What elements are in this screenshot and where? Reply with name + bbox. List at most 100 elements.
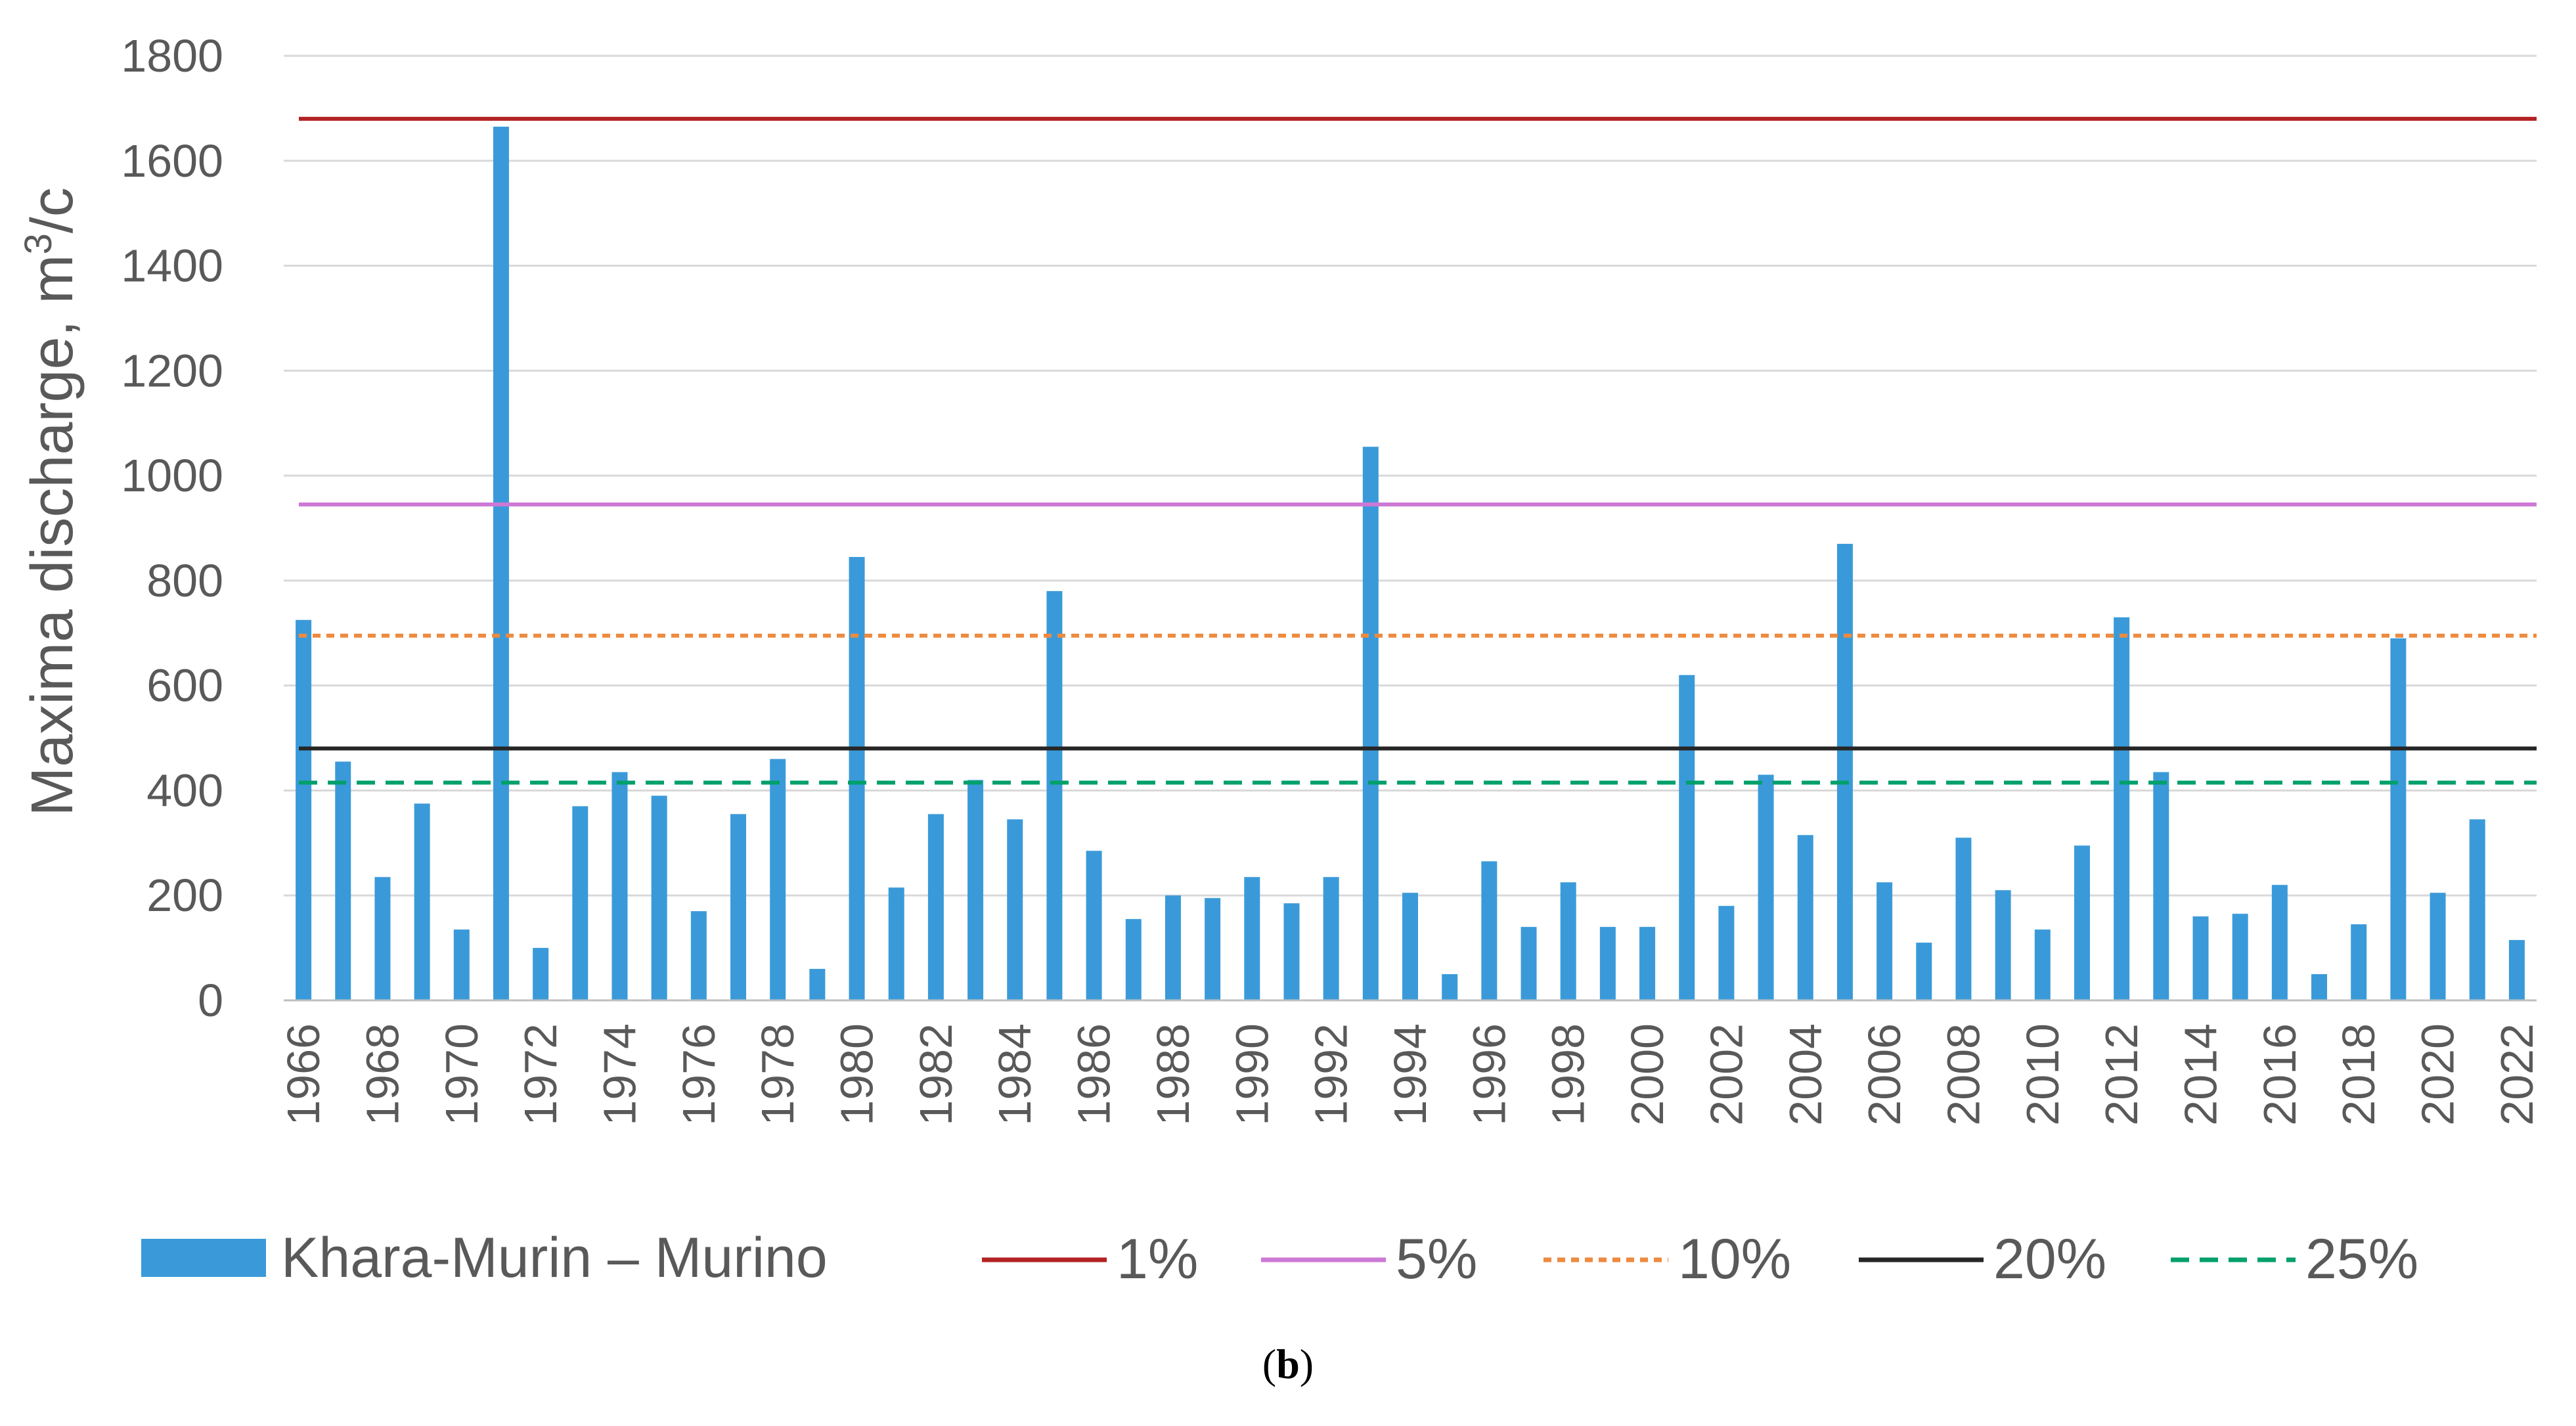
- x-tick-label: 2014: [2175, 1023, 2227, 1126]
- x-tick-label: 1966: [278, 1023, 329, 1126]
- x-tick-label: 2016: [2254, 1023, 2305, 1126]
- bar-2003: [1758, 774, 1774, 1000]
- bar-1989: [1205, 898, 1221, 1000]
- bar-1980: [849, 556, 865, 1000]
- bar-1968: [374, 877, 391, 1000]
- reference-lines-layer: [299, 116, 2537, 785]
- x-tick-label: 2012: [2096, 1023, 2147, 1126]
- x-tick-label: 1984: [989, 1023, 1040, 1126]
- bar-2010: [2034, 929, 2051, 1000]
- x-tick-label: 2008: [1938, 1023, 1989, 1126]
- x-tick-label: 2022: [2491, 1023, 2543, 1126]
- x-tick-label: 1980: [832, 1023, 883, 1126]
- x-tick-label: 2002: [1700, 1023, 1752, 1126]
- y-tick-label: 200: [146, 870, 223, 921]
- bar-1969: [414, 803, 430, 1000]
- bar-1999: [1599, 927, 1616, 1000]
- legend-label-1pct: 1%: [1117, 1228, 1198, 1291]
- bar-1996: [1481, 861, 1498, 1000]
- y-tick-label: 600: [146, 660, 223, 711]
- bar-1994: [1402, 893, 1418, 1000]
- bar-1985: [1046, 590, 1063, 1000]
- x-tick-label: 1976: [673, 1023, 724, 1126]
- x-tick-label: 1986: [1069, 1023, 1120, 1126]
- caption-open: (: [1262, 1341, 1277, 1387]
- x-tick-label: 2020: [2412, 1023, 2464, 1126]
- y-tick-label: 800: [146, 555, 223, 606]
- bar-2007: [1916, 943, 1932, 1000]
- y-axis-label-layer: Maxima discharge, m3/c: [17, 187, 85, 816]
- y-tick-label: 400: [146, 765, 223, 816]
- x-tick-label: 1996: [1463, 1023, 1515, 1126]
- bar-2022: [2508, 940, 2525, 1000]
- y-tick-label: 1000: [121, 450, 223, 501]
- x-tick-label: 1974: [594, 1023, 645, 1126]
- bar-2013: [2153, 772, 2169, 1000]
- legend-label-5pct: 5%: [1396, 1228, 1477, 1291]
- x-tick-label: 1994: [1385, 1023, 1436, 1126]
- bar-2016: [2271, 885, 2288, 1000]
- bar-2000: [1639, 927, 1656, 1000]
- bar-2011: [2074, 845, 2090, 1000]
- bar-1972: [533, 948, 549, 1000]
- bar-1987: [1125, 919, 1142, 1000]
- y-tick-label: 0: [198, 975, 223, 1026]
- grid-layer: [284, 55, 2537, 897]
- caption-letter: b: [1276, 1341, 1300, 1387]
- bar-2004: [1797, 835, 1813, 1000]
- bar-2018: [2351, 924, 2367, 1000]
- bar-2019: [2390, 638, 2407, 1000]
- bar-1983: [967, 780, 984, 1000]
- bar-1988: [1165, 895, 1181, 1000]
- bar-1976: [690, 911, 707, 1000]
- bar-2012: [2114, 617, 2130, 1000]
- y-axis-title: Maxima discharge, m3/c: [17, 187, 85, 816]
- bar-1990: [1244, 877, 1260, 1000]
- bar-1973: [572, 806, 588, 1000]
- x-tick-label: 1988: [1147, 1023, 1199, 1126]
- x-tick-label: 2006: [1859, 1023, 1910, 1126]
- bar-1974: [611, 772, 628, 1000]
- x-tick-label: 1972: [515, 1023, 566, 1126]
- bar-2002: [1718, 906, 1735, 1000]
- x-tick-label: 2010: [2017, 1023, 2068, 1126]
- x-tick-label: 1968: [357, 1023, 408, 1126]
- bar-1984: [1007, 819, 1023, 1000]
- bar-1997: [1521, 927, 1537, 1000]
- x-tick-label: 1982: [910, 1023, 962, 1126]
- legend-label-10pct: 10%: [1678, 1228, 1791, 1291]
- bar-2020: [2430, 893, 2446, 1000]
- bar-1970: [453, 929, 470, 1000]
- legend-label-series: Khara-Murin – Murino: [281, 1226, 828, 1289]
- bar-1998: [1560, 882, 1576, 1000]
- bar-2001: [1679, 675, 1695, 1000]
- bar-1971: [493, 126, 509, 1001]
- legend-label-20pct: 20%: [1993, 1228, 2106, 1291]
- bar-1981: [888, 887, 904, 1000]
- bar-1986: [1086, 851, 1102, 1000]
- x-tick-label: 2000: [1622, 1023, 1673, 1126]
- x-tick-label: 2018: [2333, 1023, 2384, 1126]
- chart-svg: 0 200 400 600 800 1000 1200 1400 1600 1800 1966 196…: [17, 30, 2543, 1291]
- y-axis-title-main: Maxima discharge, m: [20, 255, 85, 816]
- x-tick-label: 1978: [752, 1023, 803, 1126]
- x-tick-label: 1998: [1543, 1023, 1594, 1126]
- y-tick-label: 1600: [121, 135, 223, 187]
- bar-1995: [1442, 974, 1458, 1000]
- bar-2009: [1995, 890, 2011, 1000]
- bar-1982: [927, 814, 944, 1000]
- axis-layer: 0 200 400 600 800 1000 1200 1400 1600 1800 1966 196…: [121, 30, 2543, 1126]
- x-tick-label: 1990: [1226, 1023, 1277, 1126]
- bar-2008: [1955, 837, 1972, 1000]
- y-axis-title-superscript: 3: [17, 233, 60, 254]
- bar-1967: [335, 761, 351, 1000]
- y-tick-label: 1200: [121, 345, 223, 396]
- bar-1966: [296, 619, 312, 1000]
- bars-layer: [296, 126, 2525, 1001]
- y-tick-label: 1400: [121, 240, 223, 292]
- caption-close: ): [1299, 1341, 1314, 1387]
- bar-2005: [1836, 543, 1853, 1000]
- bar-2014: [2192, 916, 2209, 1000]
- bar-2017: [2311, 974, 2328, 1000]
